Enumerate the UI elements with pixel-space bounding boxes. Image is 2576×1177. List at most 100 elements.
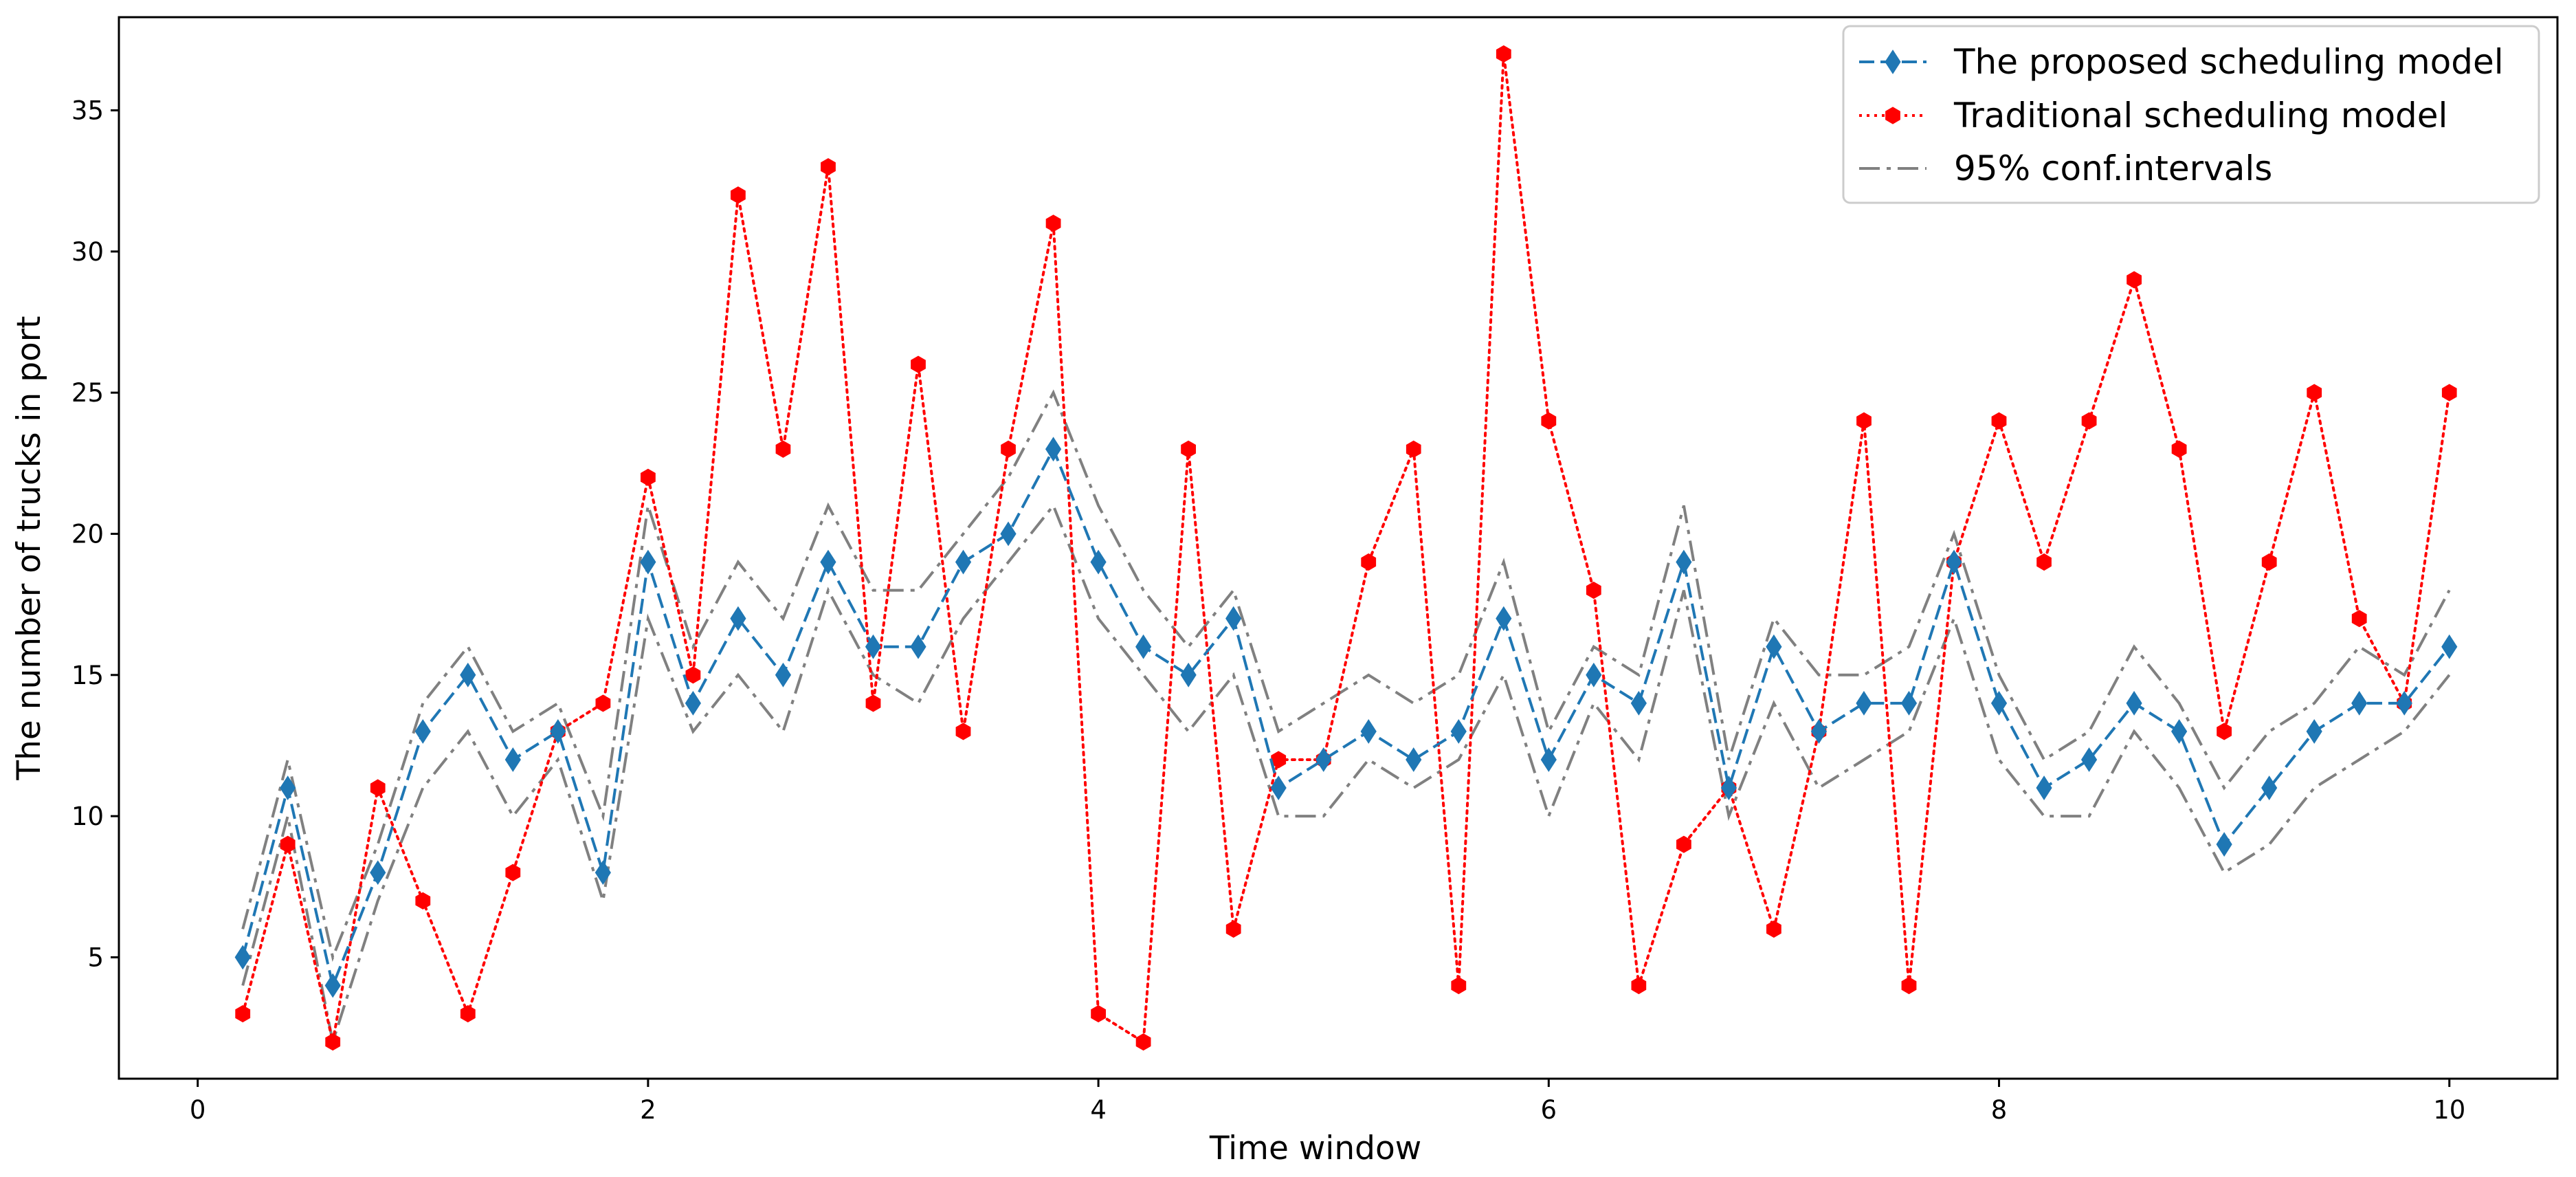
y-tick-label: 30 (71, 237, 104, 267)
traditional-model-point (685, 666, 701, 684)
y-axis-title: The number of trucks in port (10, 316, 48, 780)
proposed-model-point (1360, 718, 1377, 744)
proposed-model-point (1720, 776, 1737, 800)
traditional-model-point (865, 694, 881, 712)
legend-label-proposed-model: The proposed scheduling model (1953, 42, 2504, 82)
proposed-model-point (2216, 832, 2232, 857)
traditional-model-point (1406, 440, 1421, 458)
traditional-model-point (1001, 440, 1016, 458)
y-tick-label: 5 (87, 943, 104, 972)
traditional-model-point (280, 835, 296, 853)
proposed-model-point (414, 718, 431, 744)
proposed-model-point (910, 634, 926, 659)
traditional-model-point (1181, 440, 1196, 458)
proposed-model-point (504, 747, 521, 772)
proposed-model-point (280, 776, 296, 800)
y-tick-label: 15 (71, 661, 104, 690)
plot-frame (118, 16, 2559, 1080)
proposed-model-point (234, 945, 251, 970)
y-tick-label: 35 (71, 96, 104, 126)
legend-marker-proposed-model (1885, 50, 1901, 74)
proposed-model-point (1810, 718, 1828, 744)
proposed-model-point (1225, 606, 1242, 631)
proposed-model-point (1315, 747, 1332, 772)
legend: The proposed scheduling model Traditional… (1842, 25, 2540, 204)
proposed-model-point (1540, 747, 1557, 772)
proposed-model-point (1450, 718, 1467, 744)
proposed-model-point (1135, 634, 1152, 659)
traditional-model-point (1091, 1005, 1106, 1023)
traditional-model-point (1271, 751, 1287, 769)
traditional-model-point (1631, 976, 1647, 995)
proposed-model-point (1946, 549, 1962, 575)
proposed-model-point (2261, 776, 2278, 800)
proposed-model-point (1676, 549, 1692, 575)
proposed-model-point (2171, 718, 2188, 744)
traditional-model-point (731, 186, 746, 204)
traditional-model-point (1676, 835, 1691, 853)
x-tick-label: 2 (640, 1095, 656, 1125)
traditional-model-point (955, 723, 971, 740)
proposed-model-point (1856, 690, 1872, 716)
legend-box (1842, 25, 2540, 204)
x-axis: 0 2 4 6 8 10 (190, 1079, 2465, 1125)
legend-label-traditional-model: Traditional scheduling model (1953, 96, 2447, 135)
traditional-model-point (2217, 723, 2232, 740)
traditional-model-point (775, 440, 791, 458)
proposed-model-point (1000, 521, 1017, 547)
proposed-model-point (730, 606, 746, 631)
legend-label-conf-interval: 95% conf.intervals (1954, 148, 2272, 188)
proposed-model-point (2441, 634, 2458, 659)
proposed-model-point (640, 549, 656, 575)
proposed-model-point (1630, 690, 1647, 716)
traditional-model-point (2036, 553, 2052, 571)
y-tick-label: 10 (71, 802, 104, 831)
proposed-model-point (1270, 776, 1287, 800)
proposed-model-point (460, 662, 476, 688)
traditional-model-point (415, 892, 431, 910)
x-tick-label: 8 (1991, 1095, 2008, 1125)
traditional-model-point (2127, 271, 2142, 289)
traditional-model-point (2081, 412, 2097, 430)
x-axis-title: Time window (1209, 1130, 1421, 1167)
traditional-model-point (505, 864, 521, 881)
traditional-model-point (2261, 553, 2277, 571)
x-tick-label: 0 (190, 1095, 206, 1125)
traditional-model-point (2171, 440, 2187, 458)
traditional-model-point (235, 1005, 251, 1023)
proposed-model-point (775, 662, 792, 688)
traditional-model-point (641, 468, 656, 486)
traditional-model-point (1991, 412, 2007, 430)
traditional-model-point (1766, 920, 1781, 938)
traditional-model-point (370, 779, 386, 797)
traditional-model-line (241, 54, 2451, 1045)
proposed-model-point (1496, 606, 1512, 631)
proposed-model-point (1990, 690, 2008, 716)
proposed-model-point (2351, 690, 2368, 716)
traditional-model-point (1361, 553, 1377, 571)
proposed-model-point (370, 860, 386, 886)
traditional-model-point (2307, 384, 2322, 402)
proposed-model-point (1180, 662, 1197, 688)
proposed-model-point (2036, 776, 2052, 800)
proposed-model-point (1406, 747, 1422, 772)
conf-interval-upper-line (241, 389, 2451, 962)
proposed-model-line (241, 446, 2451, 991)
proposed-model-point (1045, 437, 1062, 462)
y-tick-label: 25 (71, 378, 104, 408)
proposed-model-point (2306, 718, 2322, 744)
proposed-model-point (595, 860, 611, 886)
proposed-model-point (2396, 690, 2412, 716)
x-tick-label: 6 (1541, 1095, 1557, 1125)
proposed-model-point (324, 973, 341, 998)
traditional-model-point (595, 694, 611, 712)
series-layer (234, 45, 2458, 1051)
traditional-model-point (1135, 1033, 1151, 1051)
traditional-model-point (2351, 610, 2367, 628)
proposed-model-point (550, 718, 566, 744)
y-tick-label: 20 (71, 519, 104, 549)
traditional-model-point (1541, 412, 1557, 430)
proposed-model-point (685, 690, 701, 716)
x-tick-label: 4 (1090, 1095, 1107, 1125)
